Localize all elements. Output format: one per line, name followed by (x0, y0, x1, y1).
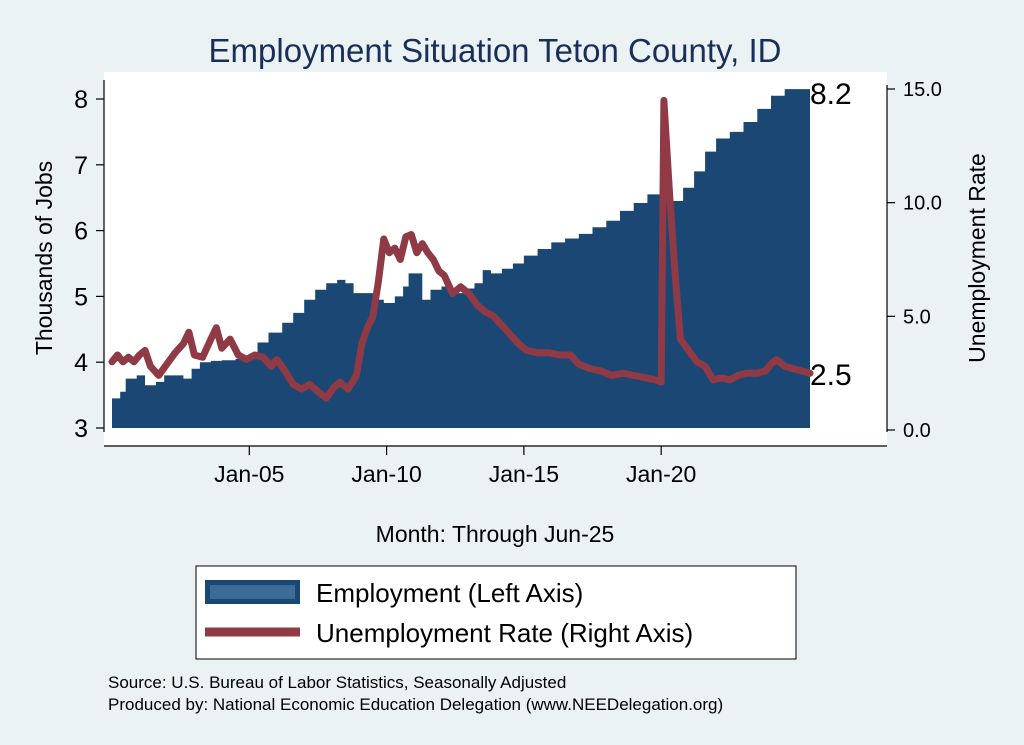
employment-area (112, 85, 810, 429)
y-right-tick-label-1: 5.0 (903, 306, 931, 328)
y-right-tick-label-2: 10.0 (903, 193, 942, 215)
y-left-tick-label-0: 3 (74, 415, 88, 443)
y-left-tick-label-2: 5 (74, 283, 88, 311)
employment-end-label: 8.2 (810, 78, 852, 111)
y-left-tick-label-3: 6 (74, 218, 88, 246)
x-tick-label-3: Jan-20 (626, 461, 696, 487)
x-axis-title: Month: Through Jun-25 (376, 521, 615, 547)
right-axis: 0.0 5.0 10.0 15.0 (886, 79, 942, 442)
x-tick-label-0: Jan-05 (214, 461, 284, 487)
x-axis: Jan-05 Jan-10 Jan-15 Jan-20 (104, 445, 887, 487)
legend-employment-swatch-inner (210, 585, 295, 599)
y-left-tick-label-4: 7 (74, 152, 88, 180)
y-left-tick-label-5: 8 (74, 86, 88, 114)
left-axis: 3 4 5 6 7 8 (74, 80, 105, 443)
unemployment-end-label: 2.5 (810, 359, 852, 392)
source-note: Source: U.S. Bureau of Labor Statistics,… (108, 673, 566, 692)
y-right-axis-title: Unemployment Rate (964, 153, 990, 363)
y-left-tick-label-1: 4 (74, 349, 88, 377)
produced-by-note: Produced by: National Economic Education… (108, 695, 723, 714)
unemployment-line-group (108, 96, 814, 402)
unemployment-line (108, 96, 814, 402)
legend-employment-label: Employment (Left Axis) (316, 578, 583, 608)
legend: Employment (Left Axis) Unemployment Rate… (195, 565, 797, 660)
chart-title: Employment Situation Teton County, ID (209, 32, 782, 69)
x-tick-label-1: Jan-10 (351, 461, 421, 487)
x-tick-label-2: Jan-15 (489, 461, 559, 487)
employment-area-group (112, 85, 810, 429)
y-right-tick-label-3: 15.0 (903, 79, 942, 101)
y-left-axis-title: Thousands of Jobs (31, 161, 57, 355)
y-right-tick-label-0: 0.0 (903, 420, 931, 442)
legend-unemployment-label: Unemployment Rate (Right Axis) (316, 618, 693, 648)
